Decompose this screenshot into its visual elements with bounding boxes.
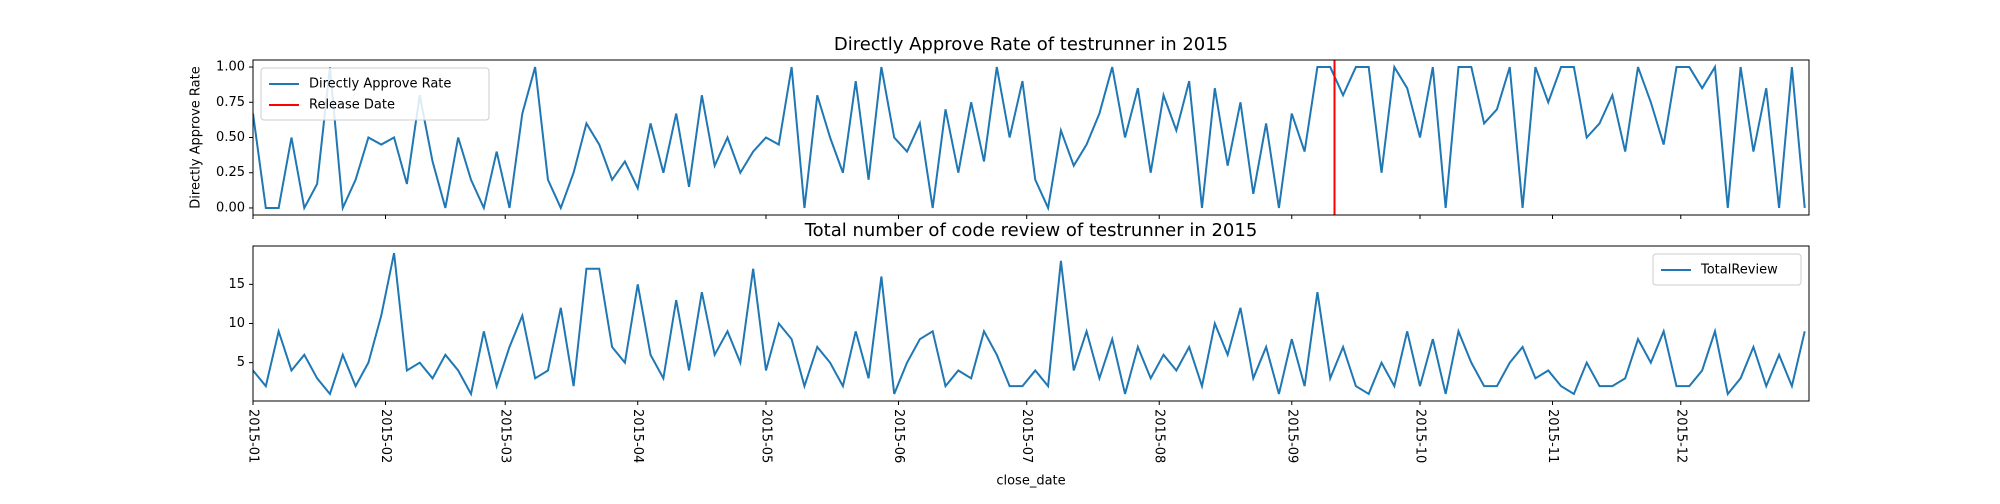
x-tick-label: 2015-10 bbox=[1413, 409, 1428, 463]
data-line bbox=[253, 252, 1806, 397]
y-tick-label: 0.50 bbox=[216, 130, 245, 145]
x-tick-label: 2015-07 bbox=[1019, 409, 1034, 463]
y-tick-label: 0.25 bbox=[216, 165, 245, 180]
y-tick-label: 0.00 bbox=[216, 200, 245, 215]
x-tick-label: 2015-12 bbox=[1673, 409, 1688, 463]
data-line bbox=[253, 63, 1806, 212]
x-tick-label: 2015-04 bbox=[630, 409, 645, 463]
y-axis-label: Directly Approve Rate bbox=[189, 66, 204, 208]
y-tick-label: 5 bbox=[237, 355, 245, 370]
legend-label: Release Date bbox=[309, 98, 395, 113]
axes-frame bbox=[252, 59, 1810, 216]
x-tick-label: 2015-11 bbox=[1545, 409, 1560, 463]
x-tick-label: 2015-03 bbox=[498, 409, 513, 463]
x-tick-label: 2015-06 bbox=[891, 409, 906, 463]
x-tick-label: 2015-08 bbox=[1152, 409, 1167, 463]
legend-label: Directly Approve Rate bbox=[309, 77, 451, 92]
y-tick-label: 15 bbox=[228, 277, 245, 292]
x-tick-label: 2015-01 bbox=[246, 409, 261, 463]
x-tick-label: 2015-02 bbox=[378, 409, 393, 463]
y-tick-label: 0.75 bbox=[216, 95, 245, 110]
chart-title: Directly Approve Rate of testrunner in 2… bbox=[834, 34, 1228, 55]
x-axis-label: close_date bbox=[996, 474, 1065, 489]
x-tick-label: 2015-09 bbox=[1284, 409, 1299, 463]
axes-frame bbox=[252, 245, 1810, 402]
y-tick-label: 10 bbox=[228, 316, 245, 331]
y-tick-label: 1.00 bbox=[216, 60, 245, 75]
legend-label: TotalReview bbox=[1700, 263, 1778, 278]
legend-box bbox=[260, 67, 490, 121]
chart-title: Total number of code review of testrunne… bbox=[804, 220, 1258, 241]
x-tick-label: 2015-05 bbox=[758, 409, 773, 463]
legend-box bbox=[1652, 253, 1802, 286]
